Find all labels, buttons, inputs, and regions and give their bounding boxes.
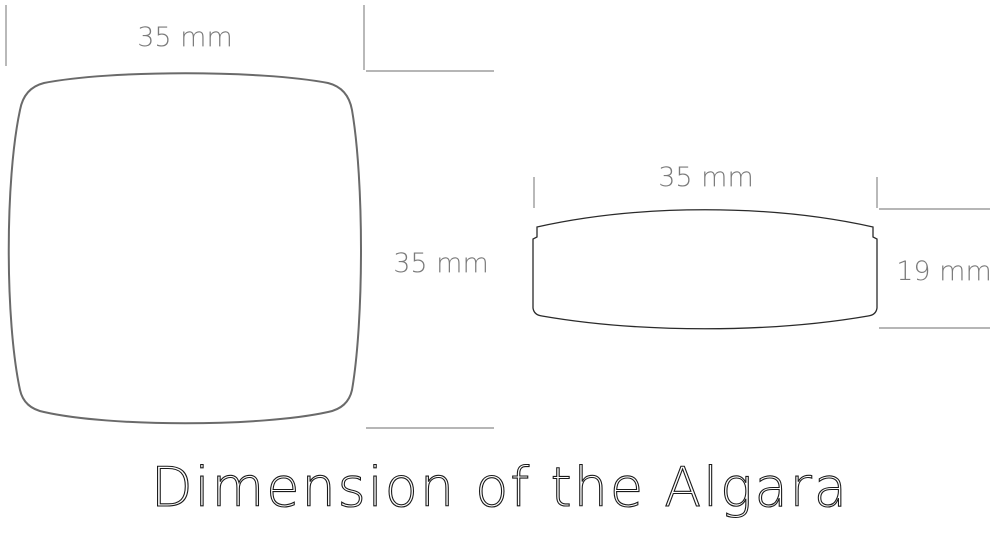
top-view-height-label: 35 mm (393, 248, 489, 279)
top-view: 35 mm 35 mm (5, 5, 494, 429)
side-view: 35 mm 19 mm (532, 162, 992, 330)
top-view-width-label: 35 mm (137, 22, 233, 53)
top-view-outline (7, 72, 362, 425)
side-view-width-label: 35 mm (658, 162, 754, 193)
side-view-outline (532, 209, 878, 330)
side-view-height-label: 19 mm (896, 256, 992, 287)
diagram-title: Dimension of the Algara (151, 456, 849, 519)
